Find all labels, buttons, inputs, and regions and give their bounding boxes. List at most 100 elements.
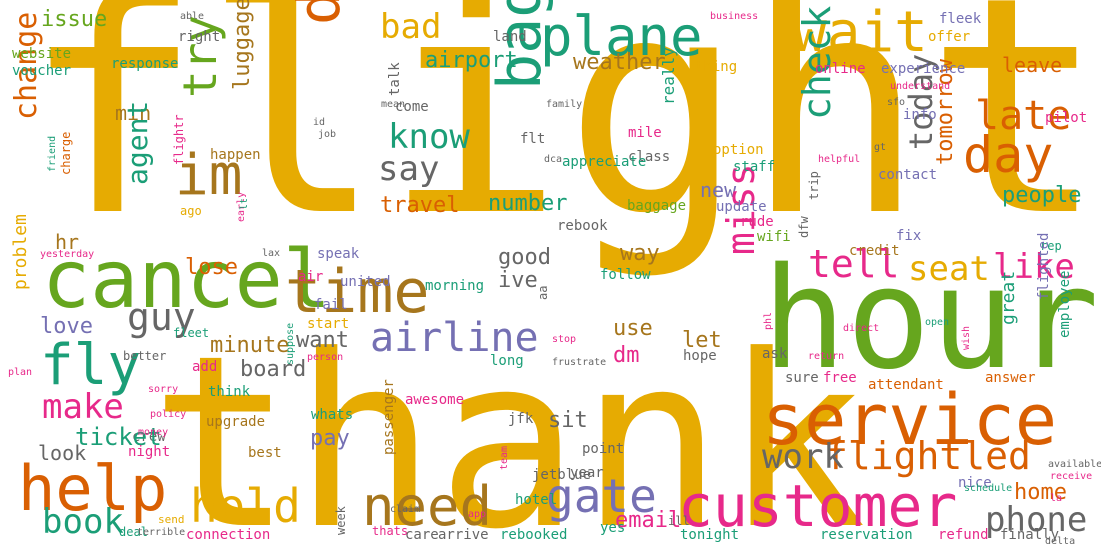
word: airport (425, 48, 518, 73)
word: min (115, 101, 152, 125)
word: airline (370, 315, 539, 361)
word: fix (896, 228, 922, 244)
word: tell (808, 242, 900, 286)
word: start (307, 316, 350, 332)
word: come (395, 99, 429, 115)
word: hotel (515, 492, 558, 508)
word: sure (785, 370, 819, 386)
word: wifi (757, 229, 791, 245)
word: work (762, 437, 844, 477)
word: cancel (42, 233, 331, 326)
word: terrible (137, 527, 186, 538)
word: crew (132, 429, 166, 445)
word: flighted (1036, 232, 1052, 300)
word: book (42, 502, 124, 542)
word: year (570, 465, 604, 481)
word: talk (387, 62, 403, 96)
word: policy (150, 409, 187, 420)
word: attendant (868, 377, 944, 393)
word: mile (628, 125, 662, 141)
word: nice (958, 475, 992, 491)
word: way (620, 241, 660, 266)
word: bad (380, 7, 442, 47)
word: ago (180, 204, 202, 218)
word: flight (22, 0, 1101, 282)
word: point (582, 441, 625, 457)
word: know (388, 117, 470, 157)
word: understand (890, 81, 951, 92)
word: refund (938, 527, 989, 543)
word: website (12, 46, 72, 62)
word: add (192, 359, 218, 375)
word: employee (1057, 270, 1073, 338)
word: mean (381, 99, 406, 110)
word: day (963, 126, 1054, 184)
word: minute (210, 333, 290, 358)
word: issue (41, 7, 108, 32)
word: flightr (172, 114, 186, 165)
word: trip (807, 171, 821, 200)
word: whats (311, 407, 354, 423)
word: look (38, 441, 87, 465)
word: think (208, 384, 251, 400)
word: say (378, 149, 440, 189)
word: really (659, 47, 678, 105)
word: make (42, 387, 124, 427)
word: finally (1000, 527, 1060, 543)
word: app (468, 509, 487, 520)
word: staff (733, 159, 776, 175)
word: phone (985, 500, 1088, 540)
word: home (1014, 480, 1067, 505)
word: passenger (381, 379, 397, 455)
word: hour (762, 238, 1100, 401)
word: schedule (964, 483, 1013, 494)
word: voucher (12, 63, 72, 79)
word: available (1048, 459, 1101, 470)
word: fail (314, 297, 348, 313)
word: united (340, 274, 391, 290)
word: sorry (148, 384, 179, 395)
word: im (175, 143, 243, 208)
word: late (975, 93, 1072, 139)
word: delay (285, 0, 353, 25)
word: response (111, 56, 179, 72)
word: problem (10, 214, 31, 290)
word: free (823, 370, 857, 386)
word: ask (762, 346, 788, 362)
word: dm (613, 343, 640, 368)
word: suppose (285, 322, 296, 365)
word: contact (878, 167, 938, 183)
word: flt (520, 131, 546, 147)
word: yes (600, 520, 626, 536)
word: email (615, 508, 682, 533)
word: charge (59, 131, 73, 175)
word: pay (310, 426, 350, 451)
word: lt (239, 197, 250, 210)
word: wait (793, 0, 928, 65)
word: service (762, 379, 1058, 461)
word: fleek (939, 11, 982, 27)
word: happen (210, 147, 261, 163)
word: frustrate (552, 357, 607, 368)
word: wish (961, 325, 972, 350)
word: flightled (825, 434, 1031, 478)
word: business (710, 11, 759, 22)
word: love (40, 314, 93, 339)
word: thats (372, 524, 409, 538)
word: bag (485, 0, 555, 90)
word: week (334, 506, 348, 535)
word: sit (548, 408, 588, 433)
word: dfw (797, 216, 811, 238)
word: job (318, 129, 337, 140)
word: land (493, 29, 527, 45)
word: speak (317, 246, 360, 262)
word: use (613, 316, 653, 341)
word: hold (190, 479, 301, 533)
word: money (138, 427, 169, 438)
word: like (993, 247, 1075, 287)
word: want (296, 328, 349, 353)
word: number (488, 191, 568, 216)
word: let (682, 328, 722, 353)
word: ive (498, 268, 538, 293)
